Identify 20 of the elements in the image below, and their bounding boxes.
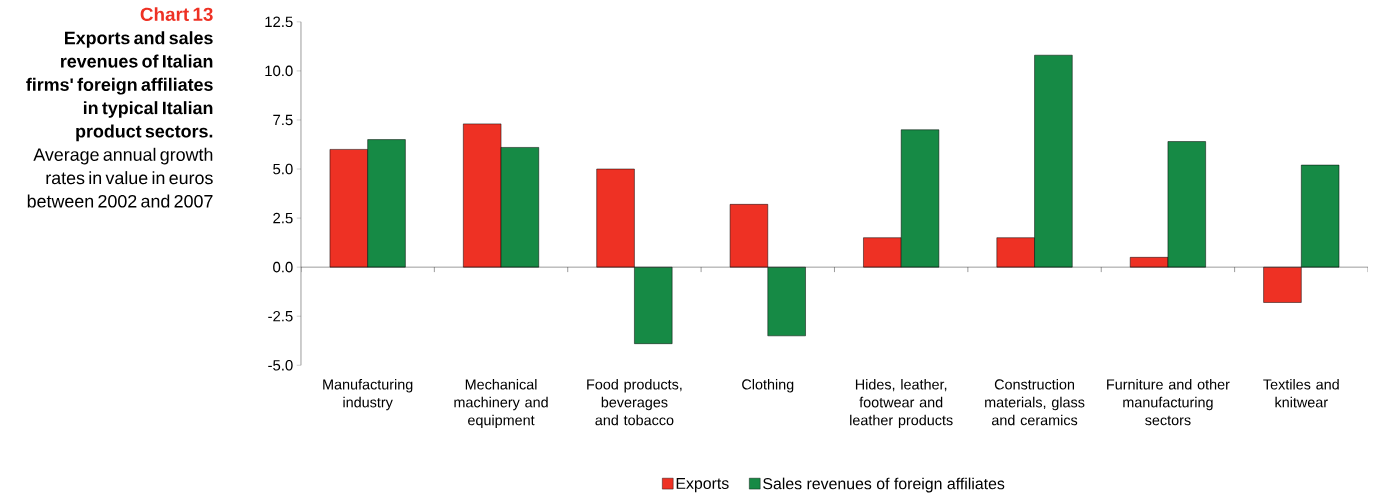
y-tick-label: 2.5 <box>273 213 293 224</box>
y-tick-label: -2.5 <box>268 311 293 322</box>
y-tick-label: -5.0 <box>268 360 293 371</box>
legend-label: Sales revenues of foreign affiliates <box>763 477 1005 493</box>
legend-label: Exports <box>676 478 729 493</box>
x-tick-label: Furniture and other manufacturing sectors <box>1107 379 1230 426</box>
x-tick-label: Hides, leather, footwear and leather products <box>850 379 953 429</box>
y-tick-label: 12.5 <box>265 16 293 28</box>
y-tick-label: 0.0 <box>273 262 293 273</box>
x-tick-label: Clothing <box>742 379 794 393</box>
y-tick-label: 5.0 <box>273 163 293 175</box>
x-tick-label: Mechanical machinery and equipment <box>454 379 548 429</box>
text: Exports and sales revenues of Italian firms' foreign affiliates in typical Italian product sectors. Average annual growth rates in value in euros between 2002 and 2007 <box>26 31 213 208</box>
chart-title: Chart 13 <box>140 7 213 22</box>
x-tick-label: Construction materials, glass and ceramics <box>985 379 1085 426</box>
x-tick-label: Textiles and knitwear <box>1263 379 1339 408</box>
y-tick-label: 7.5 <box>273 114 293 126</box>
x-tick-label: Manufacturing industry <box>323 379 413 411</box>
x-tick-label: Food products, beverages and tobacco <box>587 379 682 426</box>
y-tick-label: 10.0 <box>265 65 293 77</box>
